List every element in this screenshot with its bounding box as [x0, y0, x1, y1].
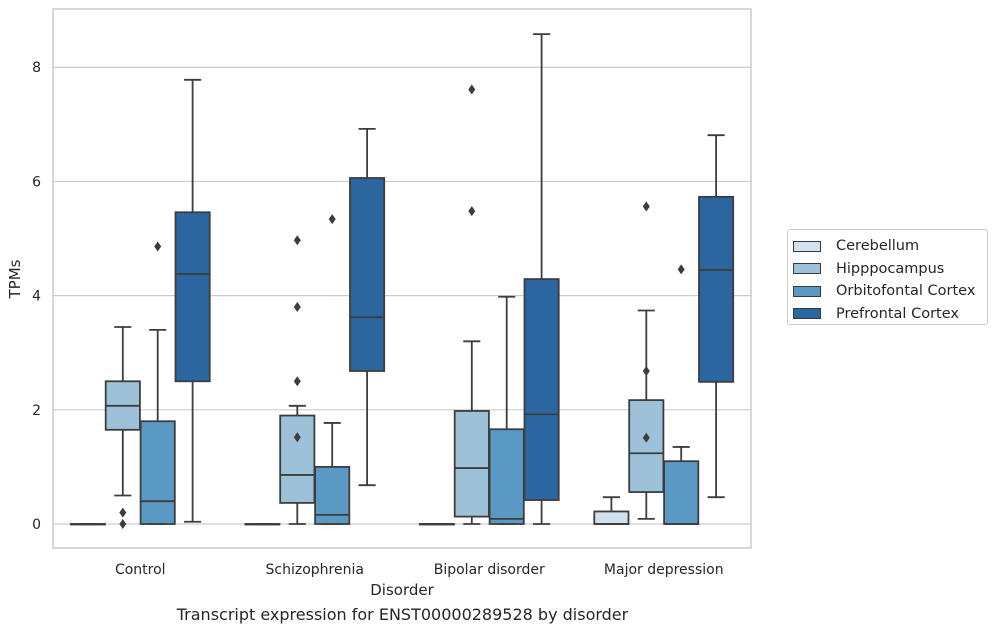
box-body	[279, 414, 316, 504]
outlier-point	[468, 84, 476, 95]
box-body	[593, 510, 630, 525]
y-tick-labels: 0 2 4 6 8	[32, 60, 41, 533]
legend-item-cerebellum: Cerebellum	[793, 235, 987, 258]
outlier-point	[642, 432, 650, 443]
outlier-point	[293, 432, 301, 443]
legend-label-cerebellum: Cerebellum	[836, 238, 920, 255]
y-axis-label: TPMs	[6, 259, 24, 299]
outlier-point	[642, 201, 650, 212]
x-tick-label-3: Major depression	[604, 562, 724, 578]
x-tick-label-0: Control	[115, 562, 166, 578]
series-cerebellum	[69, 496, 630, 526]
x-tick-label-2: Bipolar disorder	[434, 562, 545, 578]
legend-swatch-orbitofrontal	[793, 285, 821, 297]
box-0-2	[418, 523, 455, 526]
legend-item-orbitofrontal: Orbitofontal Cortex	[793, 280, 987, 303]
box-body	[628, 399, 665, 493]
box-1-1	[279, 235, 316, 525]
y-tick-label-2: 2	[32, 403, 41, 419]
box-3-0	[174, 78, 211, 523]
plot-frame	[52, 8, 752, 549]
box-3-1	[349, 128, 386, 487]
legend-swatch-cerebellum	[793, 240, 821, 252]
box-0-0	[69, 523, 106, 526]
box-body	[174, 211, 211, 383]
box-body	[523, 278, 560, 501]
legend: Cerebellum Hipppocampus Orbitofontal Cor…	[787, 229, 988, 325]
y-tick-label-8: 8	[32, 60, 41, 76]
outlier-point	[468, 206, 476, 217]
box-3-3	[698, 134, 735, 499]
box-body	[139, 420, 176, 525]
x-axis-label: Disorder	[370, 581, 434, 599]
box-2-2	[488, 295, 525, 525]
box-series	[69, 33, 735, 530]
box-body	[488, 428, 525, 525]
outlier-point	[293, 302, 301, 313]
outlier-point	[119, 519, 127, 530]
legend-label-orbitofrontal: Orbitofontal Cortex	[836, 283, 976, 300]
box-0-1	[244, 523, 281, 526]
box-0-3	[593, 496, 630, 525]
x-tick-label-1: Schizophrenia	[266, 562, 364, 578]
box-2-0	[139, 241, 176, 525]
box-1-2	[453, 84, 490, 525]
series-hipppocampus	[104, 84, 665, 530]
outlier-point	[642, 365, 650, 376]
legend-label-hippocampus: Hipppocampus	[836, 260, 945, 277]
y-tick-label-6: 6	[32, 174, 41, 190]
box-body	[453, 410, 490, 518]
legend-swatch-prefrontal	[793, 308, 821, 320]
box-body	[698, 195, 735, 383]
legend-swatch-hippocampus	[793, 263, 821, 275]
chart-caption: Transcript expression for ENST0000028952…	[176, 605, 629, 624]
outlier-point	[328, 214, 336, 225]
outlier-point	[677, 264, 685, 275]
outlier-point	[119, 507, 127, 518]
outlier-point	[293, 376, 301, 387]
outlier-point	[154, 241, 162, 252]
outlier-point	[293, 235, 301, 246]
legend-label-prefrontal: Prefrontal Cortex	[836, 305, 959, 322]
box-2-1	[314, 214, 351, 525]
box-1-3	[628, 201, 665, 520]
y-tick-label-0: 0	[32, 517, 41, 533]
box-body	[663, 460, 700, 525]
box-body	[349, 177, 386, 372]
legend-item-hippocampus: Hipppocampus	[793, 258, 987, 281]
series-orbitofontal-cortex	[139, 214, 700, 525]
series-prefrontal-cortex	[174, 33, 735, 525]
box-3-2	[523, 33, 560, 525]
box-2-3	[663, 264, 700, 525]
box-1-0	[104, 326, 141, 530]
x-tick-labels: Control Schizophrenia Bipolar disorder Majo…	[115, 562, 724, 578]
y-tick-label-4: 4	[32, 289, 41, 305]
legend-item-prefrontal: Prefrontal Cortex	[793, 303, 987, 326]
